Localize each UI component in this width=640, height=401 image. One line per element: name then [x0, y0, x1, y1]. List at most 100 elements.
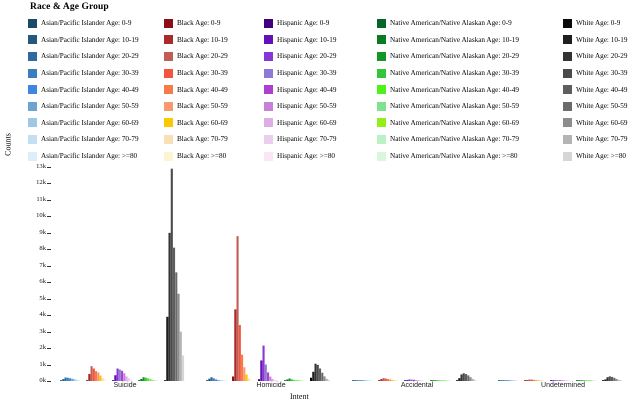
- legend-item[interactable]: Black Age: 0-9: [164, 15, 264, 32]
- bar[interactable]: [140, 379, 143, 381]
- bar[interactable]: [179, 331, 182, 381]
- bar[interactable]: [62, 379, 65, 381]
- bar[interactable]: [206, 380, 209, 381]
- legend-item[interactable]: Native American/Native Alaskan Age: 70-7…: [377, 131, 563, 148]
- bar[interactable]: [295, 380, 298, 381]
- bar[interactable]: [441, 380, 444, 381]
- bar[interactable]: [267, 372, 270, 381]
- legend-item[interactable]: Asian/Pacific Islander Age: 10-19: [28, 32, 164, 49]
- bar[interactable]: [316, 364, 319, 381]
- bar[interactable]: [422, 380, 425, 381]
- bar[interactable]: [234, 309, 237, 381]
- bar[interactable]: [271, 378, 274, 381]
- bar[interactable]: [312, 371, 315, 381]
- bar[interactable]: [396, 380, 399, 381]
- bar[interactable]: [245, 374, 248, 381]
- bar[interactable]: [587, 380, 590, 381]
- bar[interactable]: [436, 380, 439, 381]
- legend-item[interactable]: Hispanic Age: 20-29: [264, 48, 377, 65]
- bar[interactable]: [554, 380, 557, 381]
- bar[interactable]: [75, 379, 78, 381]
- bar[interactable]: [232, 376, 235, 381]
- bar[interactable]: [462, 373, 465, 381]
- bar[interactable]: [445, 380, 448, 381]
- bar[interactable]: [389, 379, 392, 381]
- bar[interactable]: [86, 380, 89, 381]
- bar[interactable]: [99, 375, 102, 381]
- legend-item[interactable]: White Age: 20-29: [563, 48, 640, 65]
- bar[interactable]: [408, 379, 411, 381]
- bar[interactable]: [550, 380, 553, 381]
- bar[interactable]: [513, 380, 516, 381]
- bar[interactable]: [539, 380, 542, 381]
- bar[interactable]: [123, 373, 126, 381]
- bar[interactable]: [380, 379, 383, 381]
- bar[interactable]: [302, 380, 305, 381]
- bar[interactable]: [606, 377, 609, 381]
- bar[interactable]: [166, 316, 169, 381]
- bar[interactable]: [286, 379, 289, 381]
- legend-item[interactable]: Black Age: 70-79: [164, 131, 264, 148]
- bar[interactable]: [153, 380, 156, 381]
- legend-item[interactable]: Native American/Native Alaskan Age: 20-2…: [377, 48, 563, 65]
- bar[interactable]: [585, 380, 588, 381]
- legend-item[interactable]: Hispanic Age: 0-9: [264, 15, 377, 32]
- bar[interactable]: [429, 380, 433, 381]
- bar[interactable]: [615, 378, 618, 381]
- bar[interactable]: [243, 367, 246, 381]
- legend-item[interactable]: Native American/Native Alaskan Age: 10-1…: [377, 32, 563, 49]
- bar[interactable]: [325, 378, 328, 381]
- bar[interactable]: [613, 377, 616, 381]
- bar[interactable]: [323, 376, 326, 381]
- legend-item[interactable]: White Age: >=80: [563, 148, 640, 165]
- bar[interactable]: [387, 379, 390, 381]
- legend-item[interactable]: Hispanic Age: 30-39: [264, 65, 377, 82]
- bar[interactable]: [358, 380, 361, 381]
- bar[interactable]: [182, 355, 185, 381]
- bar[interactable]: [130, 379, 133, 381]
- legend-item[interactable]: Black Age: 40-49: [164, 81, 264, 98]
- bar[interactable]: [580, 380, 583, 381]
- bar[interactable]: [116, 368, 119, 381]
- bar[interactable]: [516, 380, 519, 381]
- bar[interactable]: [370, 380, 373, 381]
- legend-item[interactable]: White Age: 70-79: [563, 131, 640, 148]
- legend-item[interactable]: Hispanic Age: 10-19: [264, 32, 377, 49]
- bar[interactable]: [391, 380, 394, 381]
- bar[interactable]: [460, 374, 463, 381]
- bar[interactable]: [219, 380, 222, 381]
- legend-item[interactable]: Native American/Native Alaskan Age: >=80: [377, 148, 563, 165]
- bar[interactable]: [73, 379, 76, 381]
- bar[interactable]: [526, 380, 529, 381]
- bar[interactable]: [410, 379, 413, 381]
- bar[interactable]: [578, 380, 581, 381]
- bar[interactable]: [620, 380, 623, 381]
- bar[interactable]: [90, 366, 93, 381]
- bar[interactable]: [415, 380, 418, 381]
- bar[interactable]: [354, 380, 357, 381]
- bar[interactable]: [247, 378, 250, 381]
- bar[interactable]: [511, 380, 514, 381]
- bar[interactable]: [448, 380, 451, 381]
- legend-item[interactable]: White Age: 50-59: [563, 98, 640, 115]
- bar[interactable]: [236, 236, 239, 381]
- bar[interactable]: [378, 380, 381, 381]
- legend-item[interactable]: White Age: 0-9: [563, 15, 640, 32]
- bar[interactable]: [170, 168, 173, 381]
- legend-item[interactable]: Native American/Native Alaskan Age: 30-3…: [377, 65, 563, 82]
- bar[interactable]: [258, 379, 261, 381]
- bar[interactable]: [419, 380, 422, 381]
- bar[interactable]: [432, 380, 435, 381]
- bar[interactable]: [309, 377, 313, 381]
- bar[interactable]: [224, 380, 227, 381]
- bar[interactable]: [217, 380, 220, 381]
- bar[interactable]: [537, 380, 540, 381]
- legend-item[interactable]: Asian/Pacific Islander Age: 40-49: [28, 81, 164, 98]
- legend-item[interactable]: Hispanic Age: 40-49: [264, 81, 377, 98]
- bar[interactable]: [293, 379, 296, 381]
- bar[interactable]: [114, 375, 117, 381]
- bar[interactable]: [458, 378, 461, 381]
- bar[interactable]: [168, 232, 171, 381]
- bar[interactable]: [264, 364, 267, 381]
- bar[interactable]: [250, 380, 253, 381]
